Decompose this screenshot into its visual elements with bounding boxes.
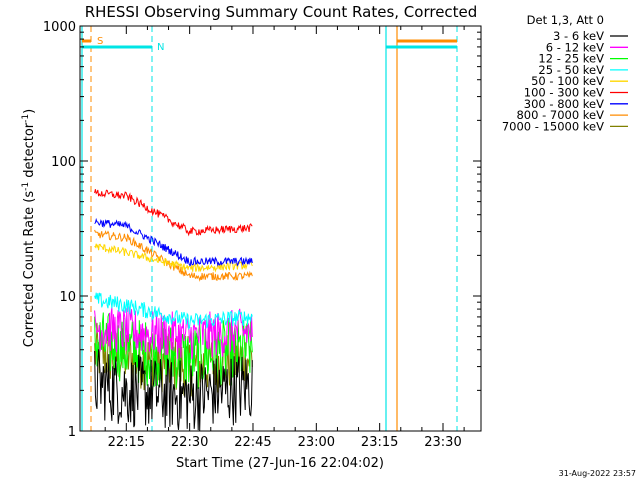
- series-line-6-12kev: [94, 306, 253, 360]
- plot-area: SN: [81, 26, 458, 432]
- legend-title: Det 1,3, Att 0: [527, 13, 604, 27]
- chart-title: RHESSI Observing Summary Count Rates, Co…: [85, 3, 478, 21]
- x-tick-label: 23:00: [298, 435, 335, 450]
- x-axis: 22:15 22:30 22:45 23:00 23:15 23:30: [104, 26, 465, 450]
- saa-flag-label: S: [97, 36, 103, 47]
- y-axis-label: Corrected Count Rate (s-1 detector-1): [21, 109, 37, 347]
- legend-label: 50 - 100 keV: [531, 74, 604, 88]
- series-layer: [94, 189, 253, 432]
- x-tick-label: 22:15: [108, 435, 145, 450]
- timestamp: 31-Aug-2022 23:57: [559, 469, 636, 478]
- y-tick-label: 100: [51, 155, 76, 170]
- series-line-25-50kev: [94, 292, 253, 331]
- legend-label: 25 - 50 keV: [538, 63, 604, 77]
- series-line-100-300kev: [94, 189, 253, 237]
- night-flag-label: N: [157, 42, 164, 53]
- legend-label: 800 - 7000 keV: [516, 108, 604, 122]
- legend-label: 7000 - 15000 keV: [502, 119, 604, 133]
- x-tick-label: 23:30: [424, 435, 461, 450]
- legend-label: 6 - 12 keV: [546, 40, 604, 54]
- legend-label: 300 - 800 keV: [524, 97, 604, 111]
- plot-frame: [79, 25, 482, 432]
- legend-label: 100 - 300 keV: [524, 86, 604, 100]
- series-line-50-100kev: [94, 243, 253, 273]
- x-tick-label: 22:30: [171, 435, 208, 450]
- y-tick-label: 1: [68, 425, 76, 440]
- x-axis-label: Start Time (27-Jun-16 22:04:02): [176, 456, 384, 471]
- y-tick-label: 1000: [43, 20, 76, 35]
- series-line-12-25kev: [94, 312, 253, 389]
- y-axis: 1 10 100 1000: [43, 20, 481, 440]
- x-tick-label: 22:45: [234, 435, 271, 450]
- x-tick-label: 23:15: [361, 435, 398, 450]
- series-line-300-800kev: [94, 217, 253, 267]
- series-line-3-6kev: [94, 349, 253, 432]
- y-tick-label: 10: [59, 290, 76, 305]
- legend-label: 3 - 6 keV: [553, 29, 604, 43]
- legend-label: 12 - 25 keV: [538, 52, 604, 66]
